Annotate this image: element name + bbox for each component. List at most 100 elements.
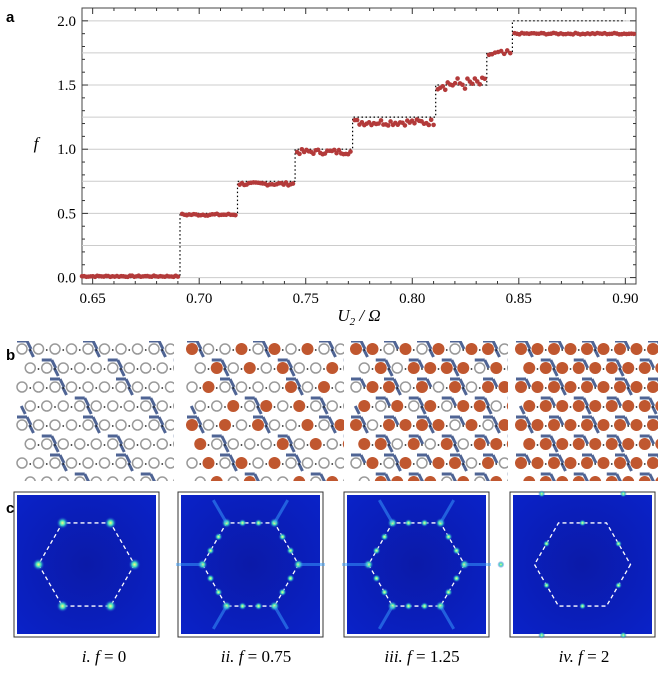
lattice-dot (487, 406, 489, 408)
empty-site (318, 457, 330, 469)
occupied-site (293, 476, 306, 481)
panel-label-b: b (6, 347, 15, 364)
empty-site (219, 381, 231, 393)
bond (359, 378, 367, 388)
occupied-site (186, 419, 198, 431)
empty-site (32, 343, 45, 355)
lattice-dot (199, 349, 202, 351)
data-point (455, 76, 460, 81)
lattice-dot (87, 444, 89, 446)
lattice-dot (111, 387, 114, 389)
lattice-dot (232, 425, 235, 427)
bragg-spot (254, 518, 263, 527)
empty-site (32, 457, 45, 469)
occupied-site (589, 476, 602, 481)
empty-site (441, 400, 453, 412)
lattice-dot (224, 368, 226, 370)
lattice-dot (70, 368, 73, 370)
lattice-dot (487, 444, 489, 446)
bragg-spot (452, 546, 461, 555)
lattice-dot (331, 349, 334, 351)
empty-site (301, 457, 314, 469)
lattice-dot (594, 349, 597, 351)
lattice-dot (169, 406, 172, 408)
occupied-site (515, 457, 527, 469)
lattice-dot (339, 368, 342, 370)
lattice-dot (504, 482, 506, 484)
bond (518, 474, 522, 482)
occupied-site (638, 400, 651, 412)
occupied-site (260, 400, 273, 412)
empty-site (449, 343, 461, 355)
lattice-dot (610, 463, 613, 465)
empty-site (131, 419, 144, 431)
lattice-dot (314, 349, 317, 351)
lattice-dot (265, 387, 268, 389)
empty-site (164, 381, 174, 393)
empty-site (252, 457, 264, 469)
lattice-dot (128, 425, 131, 427)
lattice-dot (136, 444, 139, 446)
lattice-dot (62, 463, 65, 465)
bragg-spot (619, 631, 627, 639)
bond (392, 454, 400, 464)
lattice-dot (178, 387, 180, 389)
occupied-site (407, 362, 420, 374)
bond (487, 482, 491, 490)
occupied-site (498, 381, 508, 393)
lattice-dot (340, 482, 342, 484)
lattice-dot (169, 444, 172, 446)
occupied-site (589, 362, 602, 374)
occupied-site (605, 400, 618, 412)
bond (524, 341, 532, 350)
lattice-dot (37, 368, 40, 370)
occupied-site (424, 400, 437, 412)
lattice-dot (643, 387, 646, 389)
y-tick-label: 0.0 (57, 271, 76, 287)
occupied-site (358, 438, 371, 450)
bond (483, 435, 491, 445)
lattice-dot (470, 368, 473, 370)
lattice-dot (536, 406, 539, 408)
bond (483, 397, 491, 407)
lattice-dot (281, 349, 284, 351)
occupied-site (515, 381, 527, 393)
lattice-dot (619, 444, 621, 446)
bond (518, 360, 522, 368)
lattice-dot (29, 349, 32, 351)
occupied-site (564, 419, 577, 431)
data-point (315, 147, 321, 153)
empty-site (82, 419, 94, 431)
empty-site (268, 381, 281, 393)
empty-site (90, 476, 102, 481)
lattice-dot (421, 482, 423, 484)
bond (153, 482, 157, 490)
lattice-dot (404, 406, 407, 408)
lattice-dot (290, 444, 292, 446)
empty-site (74, 476, 86, 481)
x-tick-label: 0.85 (506, 291, 532, 307)
occupied-site (622, 362, 635, 374)
data-point (428, 117, 434, 123)
bond (58, 454, 66, 464)
data-points (79, 30, 637, 280)
occupied-site (605, 362, 618, 374)
lattice-dot (208, 482, 210, 484)
empty-site (156, 438, 168, 450)
occupied-site (424, 362, 437, 374)
lattice-dot (232, 463, 235, 465)
bond (294, 454, 302, 464)
lattice-dot (248, 425, 251, 427)
empty-site (16, 419, 28, 431)
lattice-dot (248, 349, 251, 351)
occupied-site (424, 476, 437, 481)
bond (524, 454, 532, 464)
bond (261, 341, 269, 350)
empty-site (343, 478, 344, 481)
lattice-dot (306, 444, 309, 446)
lattice-dot (470, 444, 473, 446)
empty-site (115, 419, 127, 431)
empty-site (507, 478, 508, 481)
occupied-site (523, 400, 536, 412)
empty-site (82, 381, 94, 393)
